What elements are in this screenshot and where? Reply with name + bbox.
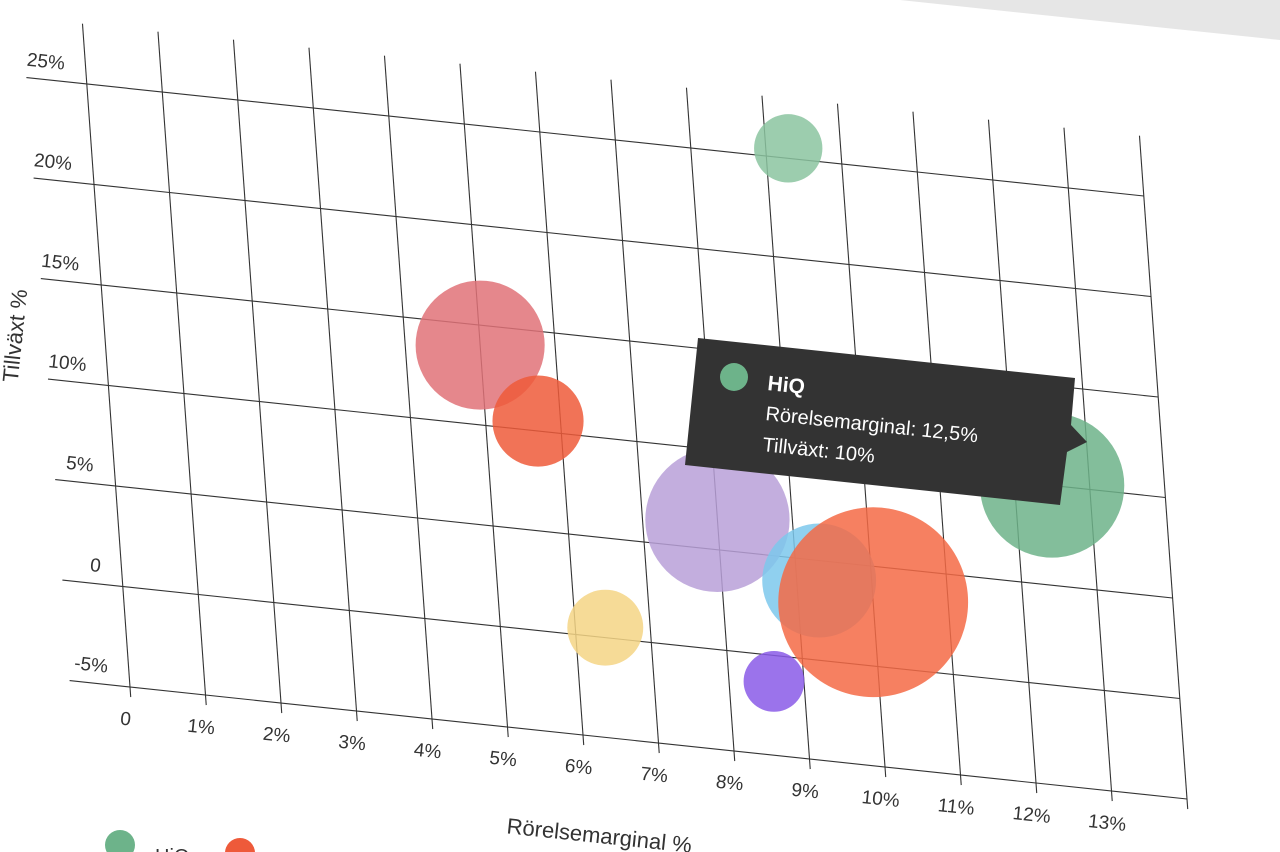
x-tick-label: 10% (861, 787, 901, 812)
tooltip-series-dot (720, 363, 748, 391)
y-tick-label: -5% (73, 653, 109, 677)
x-tick-label: 12% (1012, 803, 1052, 828)
gridline-vertical (610, 79, 660, 754)
y-tick-label: 25% (26, 50, 66, 75)
x-tick-label: 8% (715, 772, 745, 796)
gridline-vertical (157, 31, 207, 706)
y-tick-label: 5% (65, 453, 95, 477)
x-tick-label: 9% (790, 780, 820, 804)
x-tick-label: 7% (639, 764, 669, 788)
y-tick-label: 0 (89, 555, 102, 577)
y-tick-label: 20% (33, 150, 73, 175)
legend-swatch (225, 838, 255, 852)
gridline-horizontal (55, 479, 1173, 599)
y-tick-label: 15% (40, 251, 80, 276)
x-tick-label: 4% (413, 740, 443, 764)
x-tick-label: 6% (564, 756, 594, 780)
gridline-vertical (81, 23, 132, 698)
tooltip-title: HiQ (766, 372, 806, 399)
gridline-horizontal (33, 177, 1152, 298)
x-tick-label: 3% (337, 732, 367, 756)
x-axis-title: Rörelsemarginal % (506, 813, 693, 852)
legend-label: HiQ (155, 846, 189, 852)
x-tick-label: 2% (262, 724, 292, 748)
y-tick-label: 10% (47, 351, 87, 376)
x-tick-label: 11% (937, 795, 976, 820)
x-tick-label: 13% (1087, 811, 1127, 836)
bubble-2 (492, 375, 584, 467)
bubble-1 (415, 280, 545, 410)
bubble-8 (743, 651, 805, 712)
x-tick-label: 1% (186, 716, 216, 740)
gridline-vertical (232, 39, 283, 714)
gridline-horizontal (69, 680, 1188, 800)
y-axis-title: Tillväxt % (0, 288, 32, 383)
bubble-6 (778, 507, 969, 698)
bubble-7 (567, 589, 644, 666)
bubble-0 (754, 114, 823, 183)
bubble-3 (645, 447, 790, 592)
x-tick-label: 0 (119, 709, 132, 731)
x-tick-label: 5% (488, 748, 518, 772)
tooltip: HiQ Rörelsemarginal: 12,5% Tillväxt: 10% (685, 338, 1087, 505)
legend: HiQ (105, 830, 255, 852)
gridline-vertical (308, 47, 358, 722)
gridline-horizontal (26, 77, 1144, 197)
gridline-vertical (1138, 135, 1189, 810)
tooltip-background (685, 338, 1087, 505)
legend-swatch (105, 830, 135, 852)
gridline-vertical (383, 55, 434, 730)
